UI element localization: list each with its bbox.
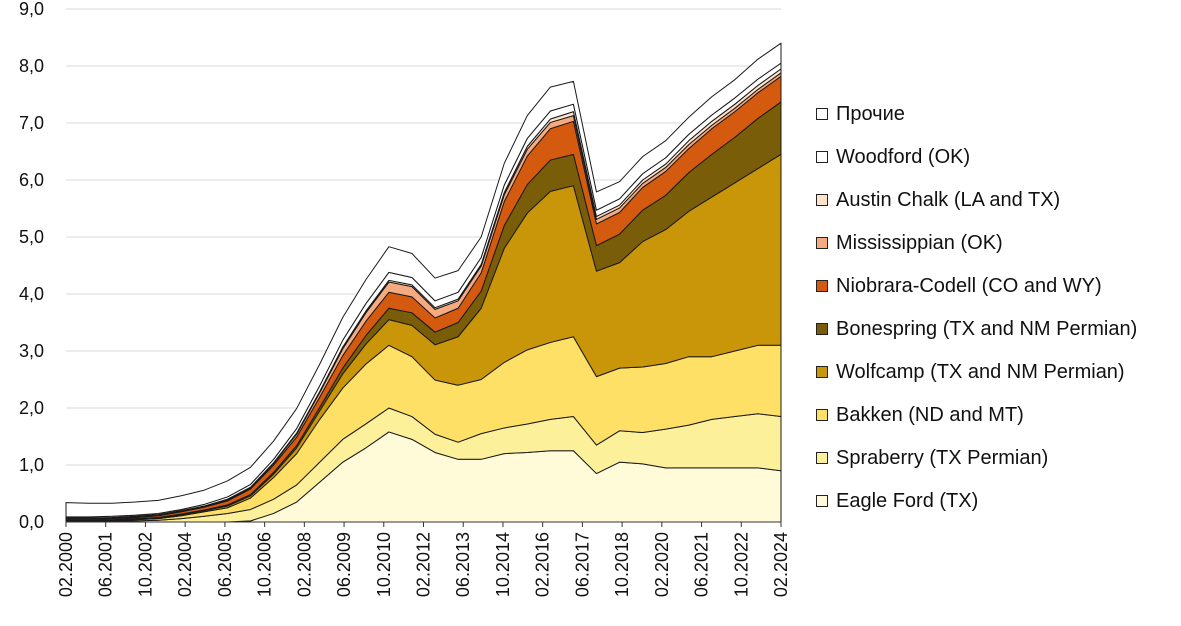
legend-label: Bakken (ND and MT)	[836, 404, 1024, 426]
legend-label: Bonespring (TX and NM Permian)	[836, 318, 1138, 340]
legend-swatch	[816, 452, 828, 464]
x-tick-label: 10.2010	[374, 532, 394, 597]
legend-item: Eagle Ford (TX)	[816, 489, 978, 513]
x-tick-label: 10.2002	[135, 532, 155, 597]
y-tick-label: 1,0	[19, 455, 44, 475]
series-areas	[65, 42, 782, 523]
legend-item: Bakken (ND and MT)	[816, 403, 1024, 427]
legend-swatch	[816, 495, 828, 507]
legend-item: Mississippian (OK)	[816, 231, 1003, 255]
legend-label: Woodford (OK)	[836, 146, 971, 168]
x-tick-label: 06.2013	[453, 532, 473, 597]
legend-item: Austin Chalk (LA and TX)	[816, 188, 1060, 212]
x-tick-label: 02.2024	[771, 532, 791, 597]
y-tick-label: 3,0	[19, 341, 44, 361]
x-tick-label: 10.2018	[612, 532, 632, 597]
legend-item: Wolfcamp (TX and NM Permian)	[816, 360, 1125, 384]
legend-label: Spraberry (TX Permian)	[836, 447, 1049, 469]
y-axis-tick-labels: 0,0 1,0 2,0 3,0 4,0 5,0 6,0 7,0 8,0 9,0	[19, 0, 44, 532]
x-tick-label: 06.2005	[215, 532, 235, 597]
legend-swatch	[816, 194, 828, 206]
x-tick-label: 02.2020	[652, 532, 672, 597]
legend-label: Eagle Ford (TX)	[836, 490, 979, 512]
y-tick-label: 0,0	[19, 512, 44, 532]
x-tick-label: 06.2009	[334, 532, 354, 597]
legend-item: Niobrara-Codell (CO and WY)	[816, 274, 1102, 298]
legend-item: Прочие	[816, 102, 905, 126]
legend-item: Spraberry (TX Permian)	[816, 446, 1048, 470]
y-tick-label: 7,0	[19, 113, 44, 133]
legend-swatch	[816, 409, 828, 421]
x-tick-label: 02.2012	[414, 532, 434, 597]
legend-label: Mississippian (OK)	[836, 232, 1003, 254]
x-tick-label: 06.2017	[572, 532, 592, 597]
y-tick-label: 6,0	[19, 170, 44, 190]
x-tick-label: 02.2000	[56, 532, 76, 597]
legend-swatch	[816, 280, 828, 292]
y-tick-label: 2,0	[19, 398, 44, 418]
legend-label: Прочие	[836, 103, 905, 125]
legend-swatch	[816, 151, 828, 163]
x-axis-tick-labels: 02.2000 06.2001 10.2002 02.2004 06.2005 10.20…	[56, 522, 791, 597]
x-tick-label: 10.2006	[255, 532, 275, 597]
y-tick-label: 4,0	[19, 284, 44, 304]
x-tick-label: 02.2016	[533, 532, 553, 597]
legend-label: Austin Chalk (LA and TX)	[836, 189, 1061, 211]
legend-swatch	[816, 323, 828, 335]
legend-swatch	[816, 366, 828, 378]
legend-swatch	[816, 108, 828, 120]
x-tick-label: 10.2022	[731, 532, 751, 597]
x-tick-label: 06.2001	[96, 532, 116, 597]
y-tick-label: 9,0	[19, 0, 44, 19]
series-area	[65, 42, 782, 518]
legend-label: Wolfcamp (TX and NM Permian)	[836, 361, 1125, 383]
x-tick-label: 06.2021	[692, 532, 712, 597]
legend-item: Woodford (OK)	[816, 145, 970, 169]
x-tick-label: 10.2014	[493, 532, 513, 597]
legend-swatch	[816, 237, 828, 249]
x-tick-label: 02.2004	[175, 532, 195, 597]
legend-item: Bonespring (TX and NM Permian)	[816, 317, 1137, 341]
y-tick-label: 5,0	[19, 227, 44, 247]
y-tick-label: 8,0	[19, 56, 44, 76]
legend-label: Niobrara-Codell (CO and WY)	[836, 275, 1102, 297]
x-tick-label: 02.2008	[294, 532, 314, 597]
